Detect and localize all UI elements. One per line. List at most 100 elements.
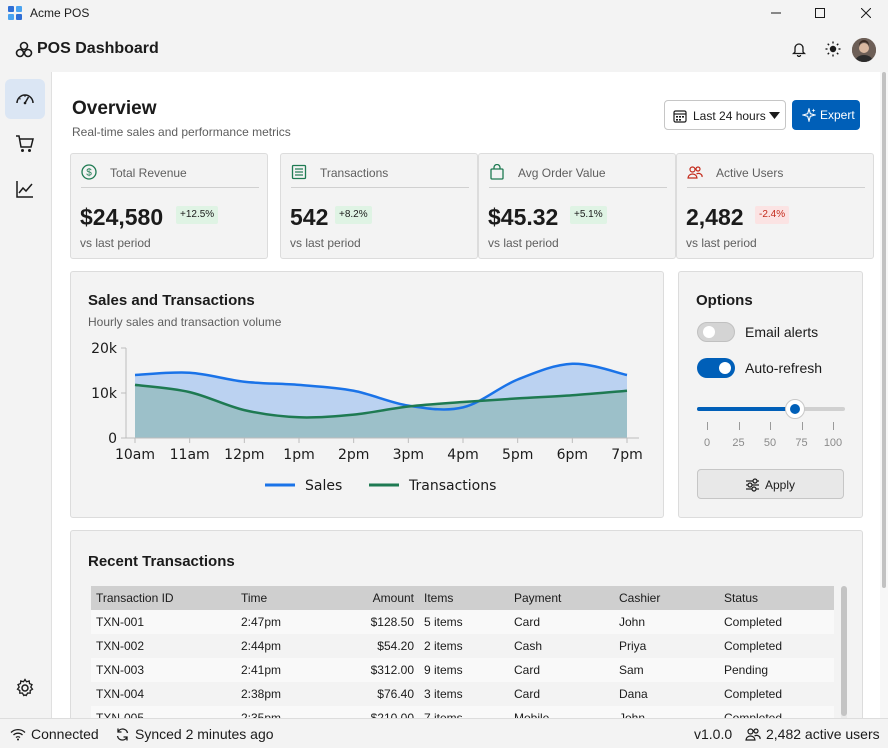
- x-tick-label: 6pm: [557, 447, 588, 463]
- y-tick-label: 10k: [91, 386, 118, 402]
- auto-refresh-toggle[interactable]: [697, 358, 735, 378]
- column-header[interactable]: Amount: [316, 586, 419, 610]
- notifications-button[interactable]: [790, 40, 808, 58]
- expert-button[interactable]: Expert: [792, 100, 860, 130]
- expert-label: Expert: [820, 108, 855, 122]
- minimize-button[interactable]: [754, 0, 798, 26]
- cart-icon: [16, 135, 34, 152]
- sidebar-item-dashboard[interactable]: [5, 79, 45, 119]
- table-cell: Sam: [614, 658, 719, 682]
- shopping-bag-icon: [490, 164, 504, 180]
- table-cell: 2:41pm: [236, 658, 316, 682]
- x-tick-label: 3pm: [393, 447, 424, 463]
- refresh-interval-slider[interactable]: [697, 399, 845, 419]
- table-cell: 5 items: [419, 610, 509, 634]
- y-tick-label: 20k: [91, 341, 118, 357]
- maximize-button[interactable]: [798, 0, 842, 26]
- apply-button[interactable]: Apply: [697, 469, 844, 499]
- legend-label: Transactions: [408, 478, 496, 494]
- email-alerts-toggle[interactable]: [697, 322, 735, 342]
- table-cell: Completed: [719, 634, 834, 658]
- table-scroll-thumb[interactable]: [841, 586, 847, 716]
- kpi-footnote: vs last period: [290, 236, 361, 250]
- avatar[interactable]: [852, 38, 876, 62]
- close-icon: [861, 8, 871, 18]
- table-cell: Completed: [719, 682, 834, 706]
- table-cell: $210.00: [316, 706, 419, 718]
- transactions-title: Recent Transactions: [88, 553, 235, 570]
- transactions-table: Transaction ID Time Amount Items Payment…: [91, 586, 834, 718]
- calendar-icon: [673, 110, 687, 123]
- main-scroll-thumb[interactable]: [882, 72, 886, 588]
- sidebar-item-settings[interactable]: [5, 668, 45, 708]
- table-scrollbar[interactable]: [841, 586, 847, 718]
- page-title: POS Dashboard: [37, 40, 159, 57]
- trending-chart-icon: [16, 181, 33, 198]
- slider-tick: [770, 422, 771, 430]
- slider-tick: [738, 422, 740, 430]
- slider-thumb[interactable]: [785, 399, 806, 419]
- table-cell: TXN-003: [91, 658, 236, 682]
- column-header[interactable]: Transaction ID: [91, 586, 236, 610]
- sales-chart-card: Sales and Transactions Hourly sales and …: [70, 271, 664, 518]
- table-cell: Completed: [719, 706, 834, 718]
- sales-chart: 0 10k 20k 10am 11am 12pm 1pm 2pm 3pm 4pm 5pm 6pm 7pm…: [91, 341, 643, 494]
- table-header-row: Transaction ID Time Amount Items Payment…: [91, 586, 834, 610]
- table-cell: John: [614, 706, 719, 718]
- active-users-status: 2,482 active users: [745, 726, 880, 742]
- people-icon: [745, 728, 761, 741]
- kpi-value: $24,580: [80, 204, 164, 230]
- column-header[interactable]: Status: [719, 586, 834, 610]
- slider-tick-label: 75: [795, 437, 808, 449]
- table-cell: TXN-005: [91, 706, 236, 718]
- sidebar: [0, 72, 52, 718]
- time-range-select[interactable]: Last 24 hours: [664, 100, 786, 130]
- kpi-label: Active Users: [716, 166, 784, 180]
- column-header[interactable]: Payment: [509, 586, 614, 610]
- x-tick-label: 4pm: [447, 447, 478, 463]
- kpi-card-avg-order: Avg Order Value $45.32 +5.1% vs last per…: [478, 153, 676, 259]
- table-cell: John: [614, 610, 719, 634]
- table-row[interactable]: TXN-005 2:35pm $210.00 7 items Mobile John Com…: [91, 706, 834, 718]
- caret-down-icon: [769, 112, 780, 119]
- table-row[interactable]: TXN-002 2:44pm $54.20 2 items Cash Priya Compl…: [91, 634, 834, 658]
- active-users-text: 2,482 active users: [766, 726, 880, 742]
- app-logo-icon: [8, 6, 22, 20]
- kpi-delta-badge: -2.4%: [755, 206, 790, 224]
- table-cell: Priya: [614, 634, 719, 658]
- table-cell: Pending: [719, 658, 834, 682]
- kpi-footnote: vs last period: [686, 236, 757, 250]
- column-header[interactable]: Items: [419, 586, 509, 610]
- theme-toggle-button[interactable]: [824, 40, 842, 58]
- main-scrollbar[interactable]: [880, 72, 888, 718]
- x-tick-label: 11am: [170, 447, 210, 463]
- slider-tick-label: 0: [703, 437, 711, 449]
- kpi-footnote: vs last period: [80, 236, 151, 250]
- table-row[interactable]: TXN-003 2:41pm $312.00 9 items Card Sam Pendin…: [91, 658, 834, 682]
- y-tick-label: 0: [108, 431, 117, 447]
- slider-tick: [707, 422, 708, 430]
- user-photo-icon: [852, 38, 876, 62]
- x-tick-label: 12pm: [224, 447, 264, 463]
- svg-text:$: $: [86, 168, 92, 179]
- table-cell: Completed: [719, 610, 834, 634]
- people-icon: [687, 166, 703, 179]
- sidebar-item-orders[interactable]: [5, 124, 45, 164]
- sync-icon: [116, 727, 129, 741]
- options-title: Options: [696, 292, 753, 309]
- chart-subtitle: Hourly sales and transaction volume: [88, 315, 282, 329]
- table-row[interactable]: TXN-001 2:47pm $128.50 5 items Card John Compl…: [91, 610, 834, 634]
- slider-fill: [697, 407, 796, 411]
- column-header[interactable]: Time: [236, 586, 316, 610]
- sidebar-item-analytics[interactable]: [5, 169, 45, 209]
- dollar-circle-icon: $: [81, 164, 97, 180]
- sun-icon: [825, 41, 841, 57]
- slider-tick: [833, 422, 834, 430]
- table-row[interactable]: TXN-004 2:38pm $76.40 3 items Card Dana Comple…: [91, 682, 834, 706]
- minimize-icon: [771, 12, 781, 14]
- version-label: v1.0.0: [694, 726, 732, 742]
- close-button[interactable]: [844, 0, 888, 26]
- x-tick-label: 2pm: [338, 447, 369, 463]
- column-header[interactable]: Cashier: [614, 586, 719, 610]
- table-cell: TXN-004: [91, 682, 236, 706]
